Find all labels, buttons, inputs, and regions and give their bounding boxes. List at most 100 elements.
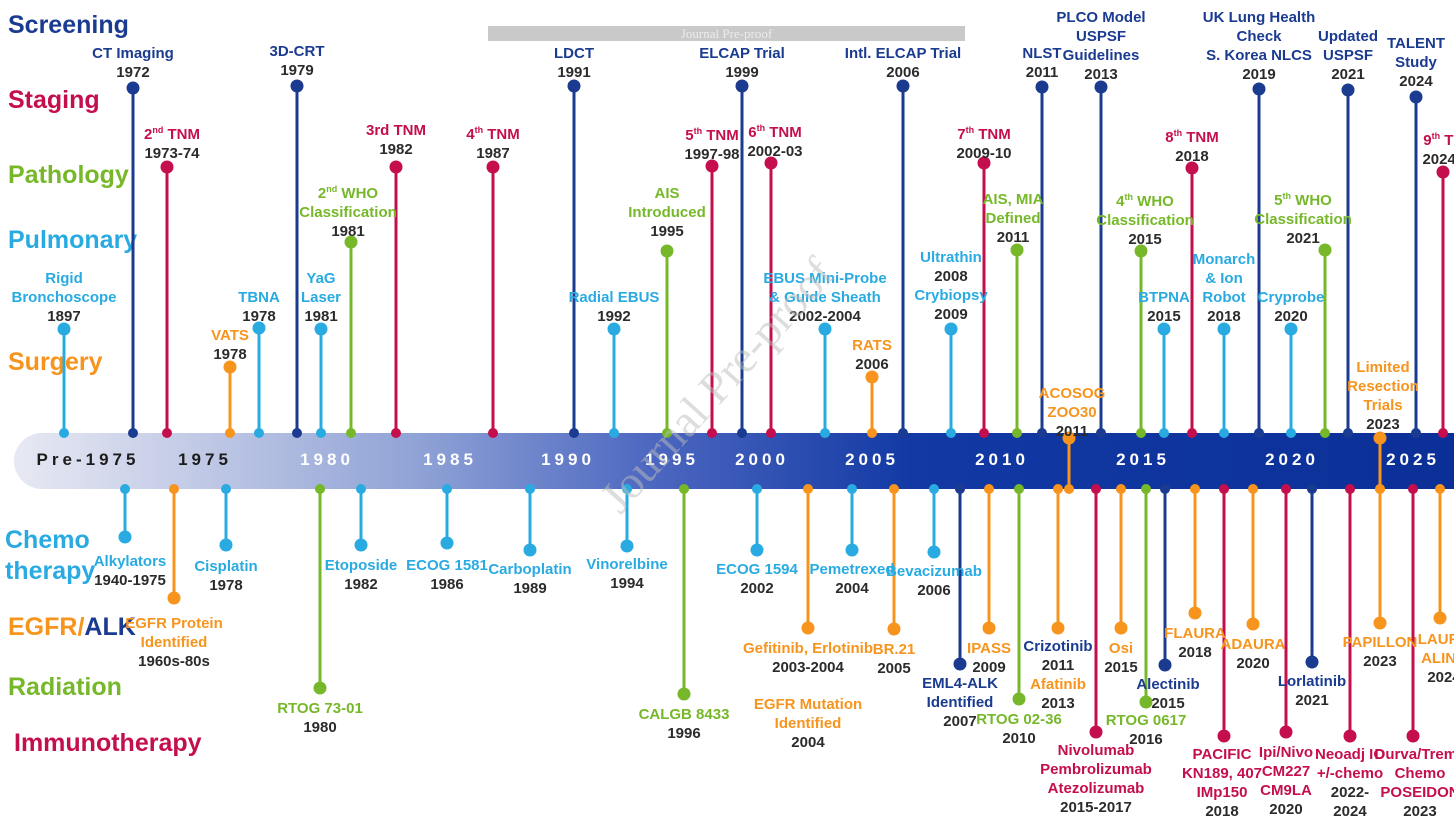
event-calgb-8433-dot — [677, 687, 691, 701]
event-nivo-pembro-atezo-label-line: Atezolizumab — [1047, 780, 1145, 797]
event-yag-laser-bar-dot — [316, 428, 326, 438]
event-elcap-trial-label-line: ELCAP Trial — [699, 45, 785, 62]
event-osi-label-line: Osi — [1108, 640, 1134, 657]
event-papillon-bar-dot — [1375, 484, 1385, 494]
event-gefitinib-erlotinib-dot — [801, 621, 815, 635]
event-who-2-label: 2nd WHO Classification 1981 — [299, 180, 397, 241]
event-egfr-mutation-identified-label-line: EGFR Mutation — [753, 696, 863, 713]
event-who-2-stem — [349, 242, 353, 433]
event-ais-introduced-label: AIS Introduced 1995 — [628, 184, 706, 241]
event-neoadj-io-chemo-label: Neoadj IO +/-chemo 2022- 2024 — [1315, 745, 1385, 818]
event-ais-mia-defined-label-line: 2011 — [996, 229, 1030, 246]
event-ipi-nivo-cm227-cm9la-label-line: 2020 — [1269, 801, 1303, 818]
event-ultrathin-crybiopsy-label-line: Crybiopsy — [914, 287, 988, 304]
event-who-5-label: 5th WHO Classification 2021 — [1254, 187, 1352, 248]
event-egfr-protein-identified-stem — [172, 489, 176, 598]
event-who-4-label: 4th WHO Classification 2015 — [1096, 188, 1194, 249]
event-plco-uspsf-stem — [1099, 87, 1103, 433]
event-tnm-2-bar-dot — [162, 428, 172, 438]
category-label-text: Pathology — [8, 161, 129, 189]
category-label-text: EGFR/ — [8, 613, 85, 641]
event-egfr-mutation-identified-label-line: 2004 — [791, 734, 825, 751]
event-plco-uspsf-label-line: Guidelines — [1062, 47, 1140, 64]
event-tnm-2-label-line: 1973-74 — [144, 145, 200, 162]
category-label-line: Radiation — [8, 672, 122, 703]
event-who-5-label-line: 5th WHO — [1274, 191, 1332, 209]
event-papillon-label-line: PAPILLON — [1342, 634, 1418, 651]
event-bevacizumab-label-line: 2006 — [917, 582, 951, 599]
event-osi-stem — [1119, 489, 1123, 628]
event-ais-introduced-label-line: Introduced — [628, 204, 706, 221]
category-label-egfr-alk: EGFR/ALK — [8, 612, 136, 643]
event-cryprobe-label-line: 2020 — [1274, 308, 1308, 325]
event-pacific-kn189-407-imp150-dot — [1217, 729, 1231, 743]
event-eml4-alk-identified-label-line: 2007 — [943, 713, 977, 730]
event-neoadj-io-chemo-label-line: +/-chemo — [1316, 765, 1384, 782]
event-pacific-kn189-407-imp150-label-line: KN189, 407 — [1181, 765, 1263, 782]
timeline-tick-1985: 1985 — [423, 450, 477, 469]
event-who-2-bar-dot — [346, 428, 356, 438]
event-ipi-nivo-cm227-cm9la-stem — [1284, 489, 1288, 732]
event-pacific-kn189-407-imp150-label-line: IMp150 — [1196, 784, 1248, 801]
event-nivo-pembro-atezo-bar-dot — [1091, 484, 1101, 494]
event-ldct-label-line: LDCT — [554, 45, 594, 62]
event-ecog-1594-label-line: ECOG 1594 — [716, 561, 798, 578]
event-btpna-label: BTPNA 2015 — [1138, 288, 1190, 326]
event-tnm-6-label-line: 2002-03 — [747, 143, 803, 160]
event-lorlatinib-dot — [1305, 655, 1319, 669]
event-uk-lung-health-check-dot — [1252, 82, 1266, 96]
event-alectinib-label: Alectinib 2015 — [1136, 675, 1199, 713]
event-tnm-3-label-line: 1982 — [379, 141, 413, 158]
event-vinorelbine-stem — [625, 489, 629, 546]
event-lorlatinib-stem — [1310, 489, 1314, 662]
category-label-chemotherapy: Chemo therapy — [5, 525, 95, 587]
event-monarch-ion-robot-dot — [1217, 322, 1231, 336]
event-gefitinib-erlotinib-stem — [806, 489, 810, 628]
event-tnm-5-label-line: 5th TNM — [685, 126, 739, 144]
category-label-text: Staging — [8, 86, 100, 114]
event-ebus-mini-probe-stem — [823, 329, 827, 433]
event-tnm-4-bar-dot — [488, 428, 498, 438]
event-vats-bar-dot — [225, 428, 235, 438]
event-ipi-nivo-cm227-cm9la-label: Ipi/Nivo CM227 CM9LA 2020 — [1259, 743, 1313, 818]
event-tnm-5-dot — [705, 159, 719, 173]
event-limited-resection-trials-label-line: 2023 — [1366, 416, 1400, 433]
event-crizotinib-afatinib-stem — [1056, 489, 1060, 628]
event-tnm-2-label-line: 2nd TNM — [143, 125, 201, 143]
event-etoposide-label-line: 1982 — [344, 576, 378, 593]
event-pacific-kn189-407-imp150-stem — [1222, 489, 1226, 736]
event-limited-resection-trials-label-line: Resection — [1347, 378, 1419, 395]
event-alectinib-dot — [1158, 658, 1172, 672]
event-radial-ebus-stem — [612, 329, 616, 433]
event-neoadj-io-chemo-stem — [1348, 489, 1352, 736]
event-plco-uspsf-label: PLCO Model USPSF Guidelines 2013 — [1056, 8, 1145, 84]
category-label-line: Chemo — [5, 525, 95, 556]
event-calgb-8433-label-line: CALGB 8433 — [638, 706, 730, 723]
event-crizotinib-afatinib-label-line: Crizotinib — [1023, 638, 1093, 655]
category-label-text: Chemo — [5, 526, 90, 554]
event-laura-alina-label: LAURA ALINA 2024 — [1418, 630, 1454, 687]
event-who-4-label-line: Classification — [1096, 212, 1194, 229]
event-tnm-8-label: 8th TNM 2018 — [1165, 124, 1219, 166]
event-rigid-bronchoscope-label-line: 1897 — [47, 308, 81, 325]
event-adaura-label-line: ADAURA — [1220, 636, 1286, 653]
event-alkylators-bar-dot — [120, 484, 130, 494]
event-ultrathin-crybiopsy-label: Ultrathin 2008 Crybiopsy 2009 — [914, 248, 987, 324]
event-tnm-8-label-line: 2018 — [1175, 148, 1209, 165]
category-label-line: Screening — [8, 10, 129, 41]
event-who-5-dot — [1318, 243, 1332, 257]
event-nivo-pembro-atezo-dot — [1089, 725, 1103, 739]
event-ipi-nivo-cm227-cm9la-label-line: Ipi/Nivo — [1258, 744, 1314, 761]
event-flaura-label-line: FLAURA — [1164, 625, 1226, 642]
event-rtog-0617-bar-dot — [1141, 484, 1151, 494]
event-eml4-alk-identified-label: EML4-ALK Identified 2007 — [922, 674, 998, 731]
event-nivo-pembro-atezo-label-line: 2015-2017 — [1060, 799, 1132, 816]
event-tnm-3-bar-dot — [391, 428, 401, 438]
event-ais-mia-defined-label-line: AIS, MIA — [982, 191, 1044, 208]
event-uk-lung-health-check-bar-dot — [1254, 428, 1264, 438]
event-acosog-zoo30-label: ACOSOG ZOO30 2011 — [1039, 384, 1106, 441]
event-who-4-stem — [1139, 251, 1143, 433]
event-neoadj-io-chemo-label-line: Neoadj IO — [1314, 746, 1386, 763]
event-tbna-label-line: TBNA — [238, 289, 280, 306]
event-tnm-6-label: 6th TNM 2002-03 — [747, 119, 802, 161]
